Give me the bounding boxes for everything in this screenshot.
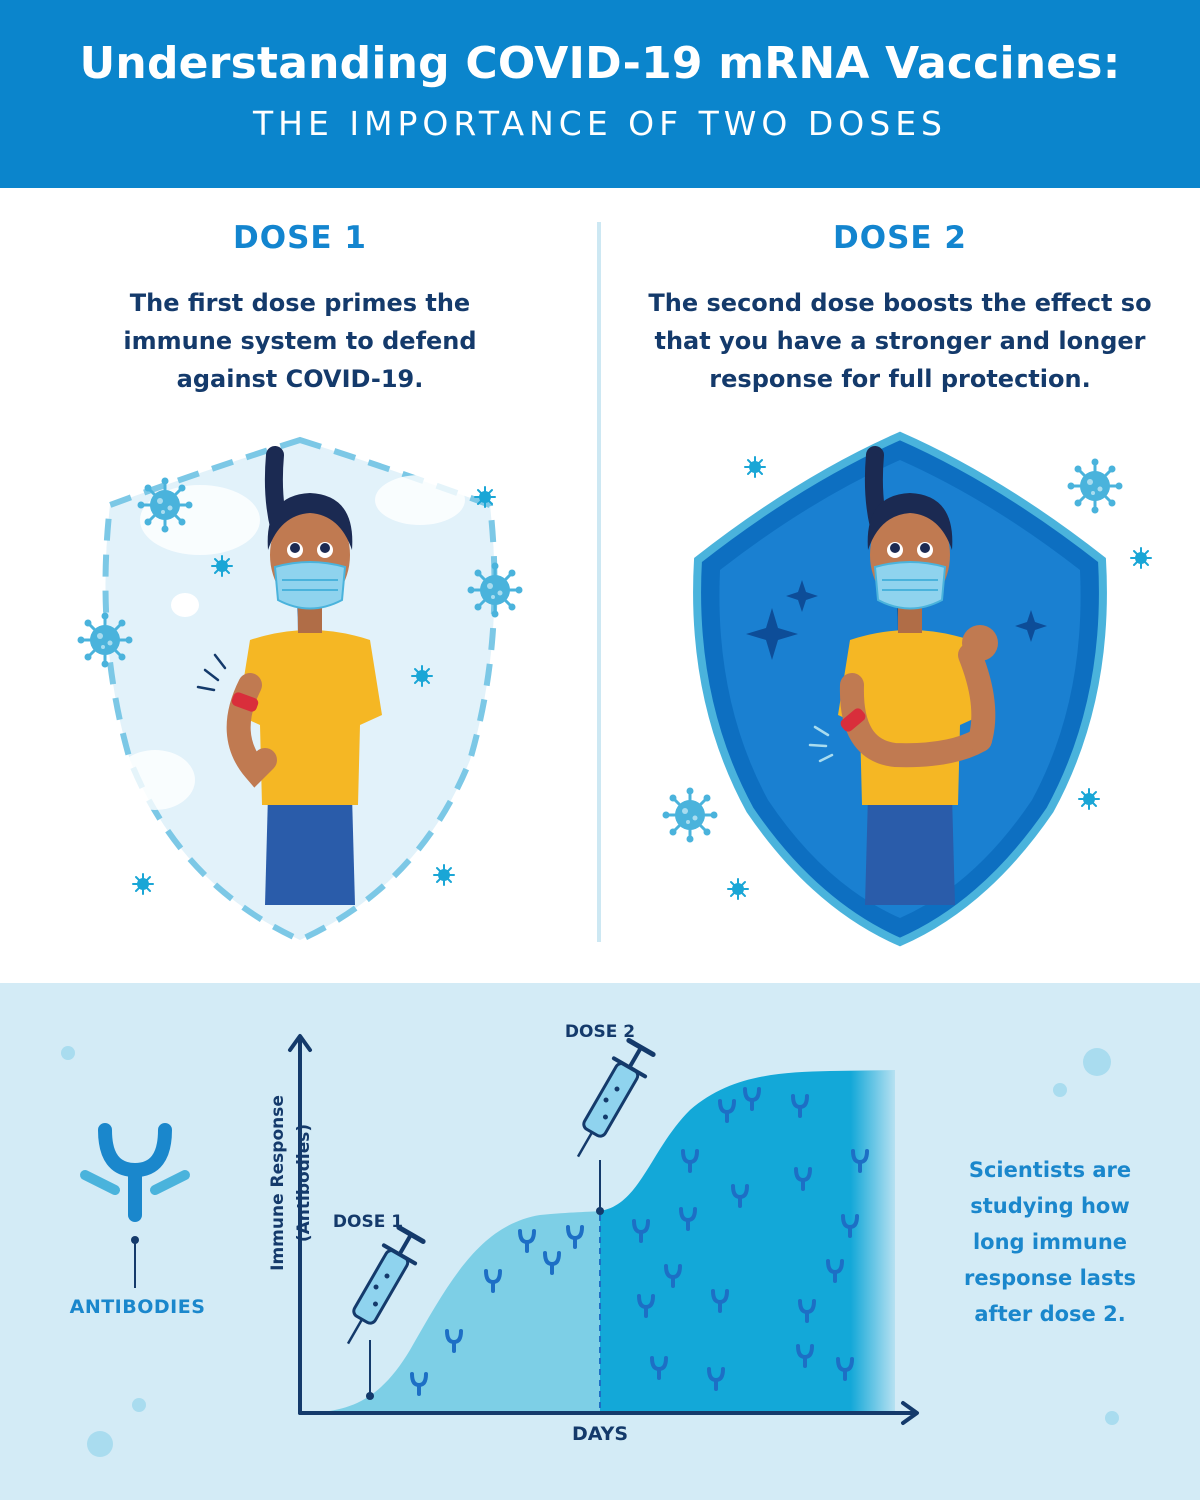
section-divider bbox=[597, 222, 601, 942]
research-note: Scientists are studying how long immune … bbox=[950, 1152, 1150, 1332]
note-line-1: Scientists are bbox=[968, 1158, 1132, 1182]
antibodies-legend-label: ANTIBODIES bbox=[69, 1296, 206, 1318]
dose1-description: The first dose primes the immune system … bbox=[50, 284, 550, 398]
dose2-response-area bbox=[600, 1070, 895, 1413]
dose1-chart-label: DOSE 1 bbox=[332, 1212, 404, 1232]
header-banner: Understanding COVID-19 mRNA Vaccines: TH… bbox=[0, 0, 1200, 188]
dose1-syringe-icon bbox=[332, 1225, 426, 1352]
note-line-2: studying how bbox=[970, 1194, 1130, 1218]
illustrations bbox=[76, 431, 1152, 947]
dose1-heading: DOSE 1 bbox=[233, 220, 367, 256]
x-axis-label: DAYS bbox=[571, 1423, 629, 1445]
dose1-line-1: The first dose primes the bbox=[129, 289, 471, 317]
dose2-line-3: response for full protection. bbox=[709, 365, 1091, 393]
dose2-chart-label: DOSE 2 bbox=[564, 1022, 636, 1042]
dose1-response-area bbox=[300, 1211, 600, 1413]
y-axis-label: Immune Response (Antibodies) bbox=[268, 1095, 314, 1271]
dose2-line-1: The second dose boosts the effect so bbox=[648, 289, 1152, 317]
dose2-person-icon bbox=[808, 455, 998, 905]
page-subtitle: THE IMPORTANCE OF TWO DOSES bbox=[253, 104, 947, 143]
dose2-syringe-icon bbox=[562, 1038, 656, 1165]
chart-axes bbox=[288, 1034, 919, 1425]
note-line-3: long immune bbox=[972, 1230, 1128, 1254]
dose2-description: The second dose boosts the effect so tha… bbox=[620, 284, 1180, 398]
antibody-legend-icon bbox=[80, 1123, 190, 1288]
note-line-5: after dose 2. bbox=[974, 1302, 1126, 1326]
dose1-person-icon bbox=[196, 455, 382, 905]
dose1-line-2: immune system to defend bbox=[123, 327, 477, 355]
decorative-dots bbox=[61, 1046, 1119, 1457]
page-title: Understanding COVID-19 mRNA Vaccines: bbox=[79, 38, 1121, 89]
dose2-line-2: that you have a stronger and longer bbox=[654, 327, 1146, 355]
sparkle-icon bbox=[746, 580, 1047, 660]
dose1-line-3: against COVID-19. bbox=[176, 365, 424, 393]
note-line-4: response lasts bbox=[964, 1266, 1136, 1290]
dose2-heading: DOSE 2 bbox=[833, 220, 967, 256]
